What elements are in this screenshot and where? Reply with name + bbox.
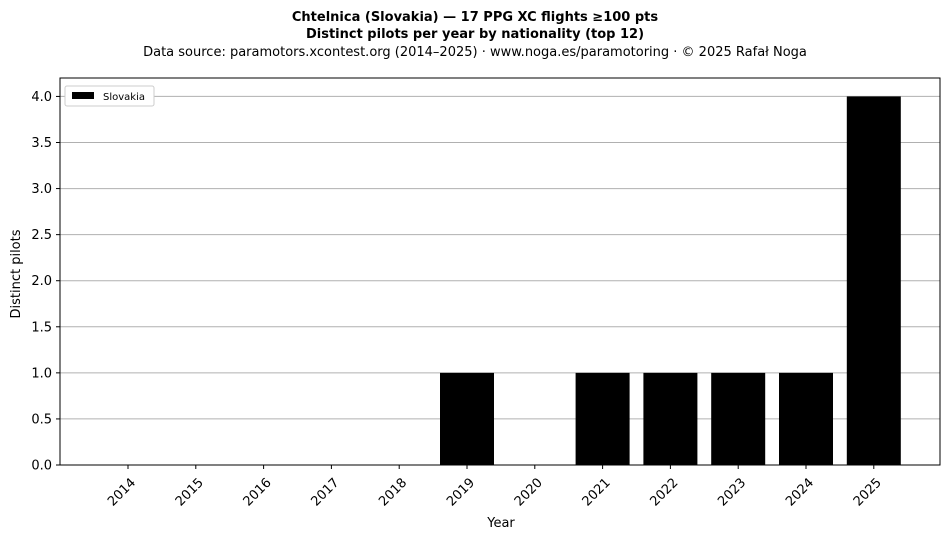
- bar: [711, 372, 766, 465]
- plot-frame: [59, 77, 941, 466]
- y-tick-label: 3.0: [31, 182, 52, 197]
- chart-title-line-2: Distinct pilots per year by nationality …: [306, 27, 644, 42]
- y-tick-label: 0.5: [31, 412, 52, 427]
- legend-box: [64, 85, 155, 107]
- x-tick-label: 2016: [241, 475, 275, 509]
- bar: [846, 96, 901, 465]
- y-tick-label: 2.5: [31, 228, 52, 243]
- y-tick-label: 0.0: [31, 459, 52, 474]
- y-tick-label: 3.5: [31, 136, 52, 151]
- legend: Slovakia: [64, 85, 155, 107]
- x-tick-label: 2020: [512, 475, 546, 509]
- x-axis-label: Year: [486, 516, 515, 531]
- y-axis-label: Distinct pilots: [9, 229, 24, 318]
- x-tick-label: 2024: [783, 475, 817, 509]
- x-tick-label: 2025: [851, 475, 885, 509]
- bar: [643, 372, 698, 465]
- bar: [575, 372, 630, 465]
- legend-swatch: [72, 92, 94, 99]
- chart-subtitle: Data source: paramotors.xcontest.org (20…: [143, 45, 807, 60]
- x-tick-label: 2015: [173, 475, 207, 509]
- chart-title-line-1: Chtelnica (Slovakia) — 17 PPG XC flights…: [292, 10, 659, 25]
- x-tick-label: 2023: [715, 475, 749, 509]
- y-tick-label: 1.0: [31, 366, 52, 381]
- x-tick-label: 2022: [647, 475, 681, 509]
- x-tick-label: 2021: [580, 475, 614, 509]
- y-tick-label: 1.5: [31, 320, 52, 335]
- plot-area: 0.0 0.5 1.0 1.5 2.0 2.5 3.0 3.5 4.0 2014 2015 2016 2…: [31, 77, 941, 509]
- x-tick-label: 2018: [376, 475, 410, 509]
- legend-label: Slovakia: [103, 92, 145, 103]
- x-tick-label: 2017: [308, 475, 342, 509]
- bar: [779, 372, 833, 465]
- y-tick-label: 4.0: [31, 90, 52, 105]
- bar: [440, 372, 494, 465]
- x-tick-label: 2019: [444, 475, 478, 509]
- x-tick-label: 2014: [105, 475, 139, 509]
- y-tick-label: 2.0: [31, 274, 52, 289]
